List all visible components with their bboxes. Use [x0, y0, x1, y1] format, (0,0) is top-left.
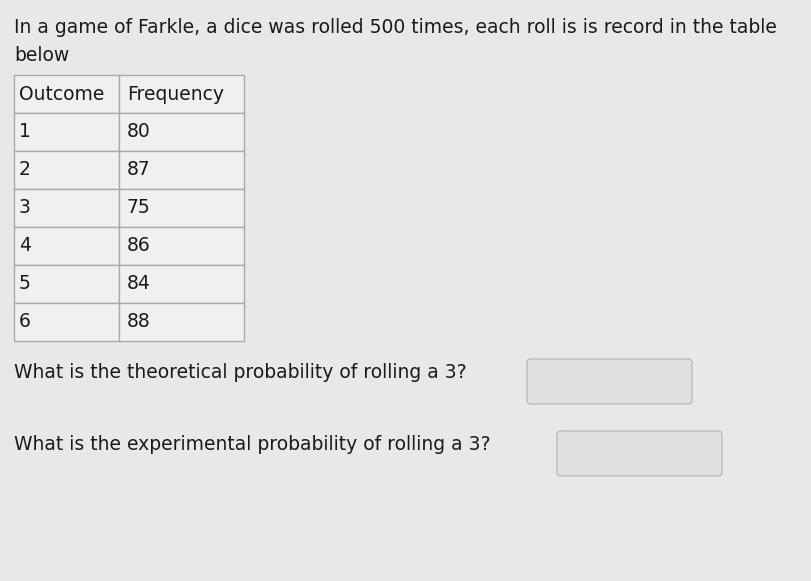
- Bar: [119, 151, 243, 189]
- Bar: [119, 113, 243, 151]
- Text: What is the theoretical probability of rolling a 3?: What is the theoretical probability of r…: [14, 363, 466, 382]
- Bar: [119, 265, 243, 303]
- FancyBboxPatch shape: [556, 431, 721, 476]
- Text: 3: 3: [19, 198, 31, 217]
- Text: 75: 75: [127, 198, 151, 217]
- Bar: [14, 113, 119, 151]
- Text: below: below: [14, 46, 69, 65]
- Text: 87: 87: [127, 160, 151, 179]
- Text: Outcome: Outcome: [19, 85, 105, 104]
- Text: 2: 2: [19, 160, 31, 179]
- Bar: [14, 75, 119, 113]
- Text: What is the experimental probability of rolling a 3?: What is the experimental probability of …: [14, 435, 490, 454]
- Text: 1: 1: [19, 122, 31, 141]
- Bar: [119, 303, 243, 341]
- Text: 4: 4: [19, 236, 31, 255]
- Bar: [14, 265, 119, 303]
- Bar: [119, 75, 243, 113]
- Text: 5: 5: [19, 274, 31, 293]
- Text: 80: 80: [127, 122, 151, 141]
- Text: 6: 6: [19, 312, 31, 331]
- Bar: [14, 151, 119, 189]
- FancyBboxPatch shape: [526, 359, 691, 404]
- Bar: [119, 189, 243, 227]
- Bar: [14, 303, 119, 341]
- Text: 88: 88: [127, 312, 151, 331]
- Bar: [14, 189, 119, 227]
- Text: 84: 84: [127, 274, 151, 293]
- Text: 86: 86: [127, 236, 151, 255]
- Bar: [14, 227, 119, 265]
- Text: Frequency: Frequency: [127, 85, 224, 104]
- Bar: [119, 227, 243, 265]
- Text: In a game of Farkle, a dice was rolled 500 times, each roll is is record in the : In a game of Farkle, a dice was rolled 5…: [14, 18, 776, 37]
